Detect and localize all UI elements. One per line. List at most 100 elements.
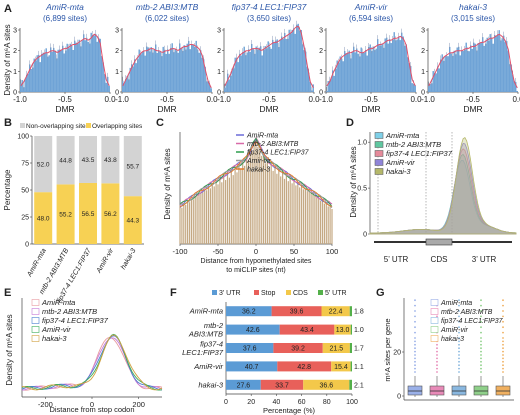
panel-g-outlier [436,367,438,370]
panel-c-bar [240,169,242,244]
panel-b-ylabel: Percentage [3,169,12,210]
panel-c-series-line [179,137,333,207]
panel-a-bar [516,90,518,92]
panel-c-bar [314,195,316,244]
panel-a-bar [249,51,251,92]
panel-a-bar [476,50,478,92]
panel-a-bar [407,57,409,92]
panel-d-legend-swatch [374,132,384,139]
panel-g-outlier [480,357,482,360]
panel-g-outlier [502,315,504,318]
panel-g-outlier [414,360,416,363]
panel-a-bar [501,38,503,92]
panel-f-legend-label: Stop [261,290,276,297]
panel-a-bar [290,33,292,92]
panel-a-bar [167,49,169,92]
panel-c-bar [293,179,295,244]
panel-c-bar [255,143,257,244]
panel-a-ytick-label: 2 [217,48,221,55]
panel-f-bar-segment [331,361,351,372]
panel-f-row-label: LEC1:FIP37 [182,348,224,357]
panel-g-outlier [502,357,504,360]
panel-a-bar [56,58,58,92]
panel-a-bar [359,56,361,92]
panel-a-bar [329,80,331,92]
panel-a-bar [327,81,329,92]
panel-a-bar [470,45,472,92]
panel-a-bar [68,48,70,92]
panel-a-bar [312,84,314,92]
panel-g-box [451,385,467,396]
panel-a-bar [444,55,446,92]
panel-a-bar [201,57,203,92]
panel-f-value-label: 39.6 [290,309,304,316]
panel-g-outlier [458,299,460,302]
panel-b-bar-non-overlapping [34,136,53,193]
panel-a-xlabel: DMR [463,104,482,114]
panel-c-bar [207,186,210,244]
panel-a-bar [171,43,173,92]
panel-c-bar [253,145,255,244]
panel-a-bar [437,66,439,92]
panel-a-bar [387,43,389,92]
panel-a-bar [126,75,128,92]
panel-a-bar [51,51,53,92]
panel-d-series-area [369,137,517,235]
panel-g-outlier [502,299,504,302]
panel-a-bar [495,35,497,92]
panel-a-bar [483,45,485,92]
panel-c-legend-label: hakai-3 [247,167,270,174]
panel-c-bar [194,196,196,244]
legend-label-non-overlapping: Non-overlapping sites [26,123,90,130]
panel-a-bar [281,36,283,92]
panel-g-outlier [458,364,460,367]
panel-g-outlier [502,350,504,353]
panel-a-bar [477,43,479,92]
panel-c-bar [244,165,246,244]
panel-c-xlabel-line2: to miCLIP sites (nt) [226,267,285,274]
panel-a-ytick-label: 3 [319,28,323,35]
panel-a-bar [149,51,151,92]
panel-b-bar-non-overlapping [101,136,120,184]
panel-a-subplot-count: (3,015 sites) [451,14,495,23]
panel-b-value-label: 56.2 [104,211,117,218]
panel-a-bar [512,74,514,92]
panel-a-bar [390,43,392,92]
panel-a-bar [285,39,287,92]
panel-a-xtick-label: 0.0 [512,95,520,104]
panel-b-value-label: 44.8 [59,158,72,165]
panel-a-bar [59,49,61,92]
panel-a-bar [135,63,137,92]
panel-c-xtick-label: 50 [290,247,298,256]
panel-a-bar [108,86,110,92]
legend-swatch-non-overlapping [20,123,25,128]
panel-c-bar [219,177,221,244]
panel-a-bar [243,46,245,92]
panel-b-value-label: 52.0 [37,162,50,169]
panel-c-bar [287,181,289,244]
panel-c-ylabel: Density of m⁶A sites [163,148,172,219]
panel-a-bar [296,24,298,92]
panel-e-series-line [21,337,163,391]
panel-d-ytick-label: 0 [363,232,367,239]
panel-a-bar [183,45,185,92]
panel-f-value-label: 27.6 [237,382,251,389]
panel-e-legend-swatch [31,335,40,342]
panel-f-value-label: 1.7 [354,346,364,353]
panel-a-density-line [20,33,110,87]
panel-g-outlier [414,299,416,302]
panel-f-value-label: 42.8 [297,364,311,371]
panel-c-bar [312,194,314,244]
panel-a-bar [486,37,488,92]
panel-a-bar [150,47,152,92]
panel-g-outlier [458,320,460,323]
panel-d-legend-label: fip37-4 LEC1:FIP37 [386,149,453,158]
panel-c-bar [234,166,236,244]
panel-g-outlier [458,340,460,343]
panel-d-gene-5utr [374,241,430,243]
panel-a-bar [98,38,100,92]
panel-b-ytick-label: 100 [17,134,29,141]
panel-g-outlier [502,343,504,346]
panel-a-bar [198,52,200,92]
panel-a-bar [278,47,280,92]
